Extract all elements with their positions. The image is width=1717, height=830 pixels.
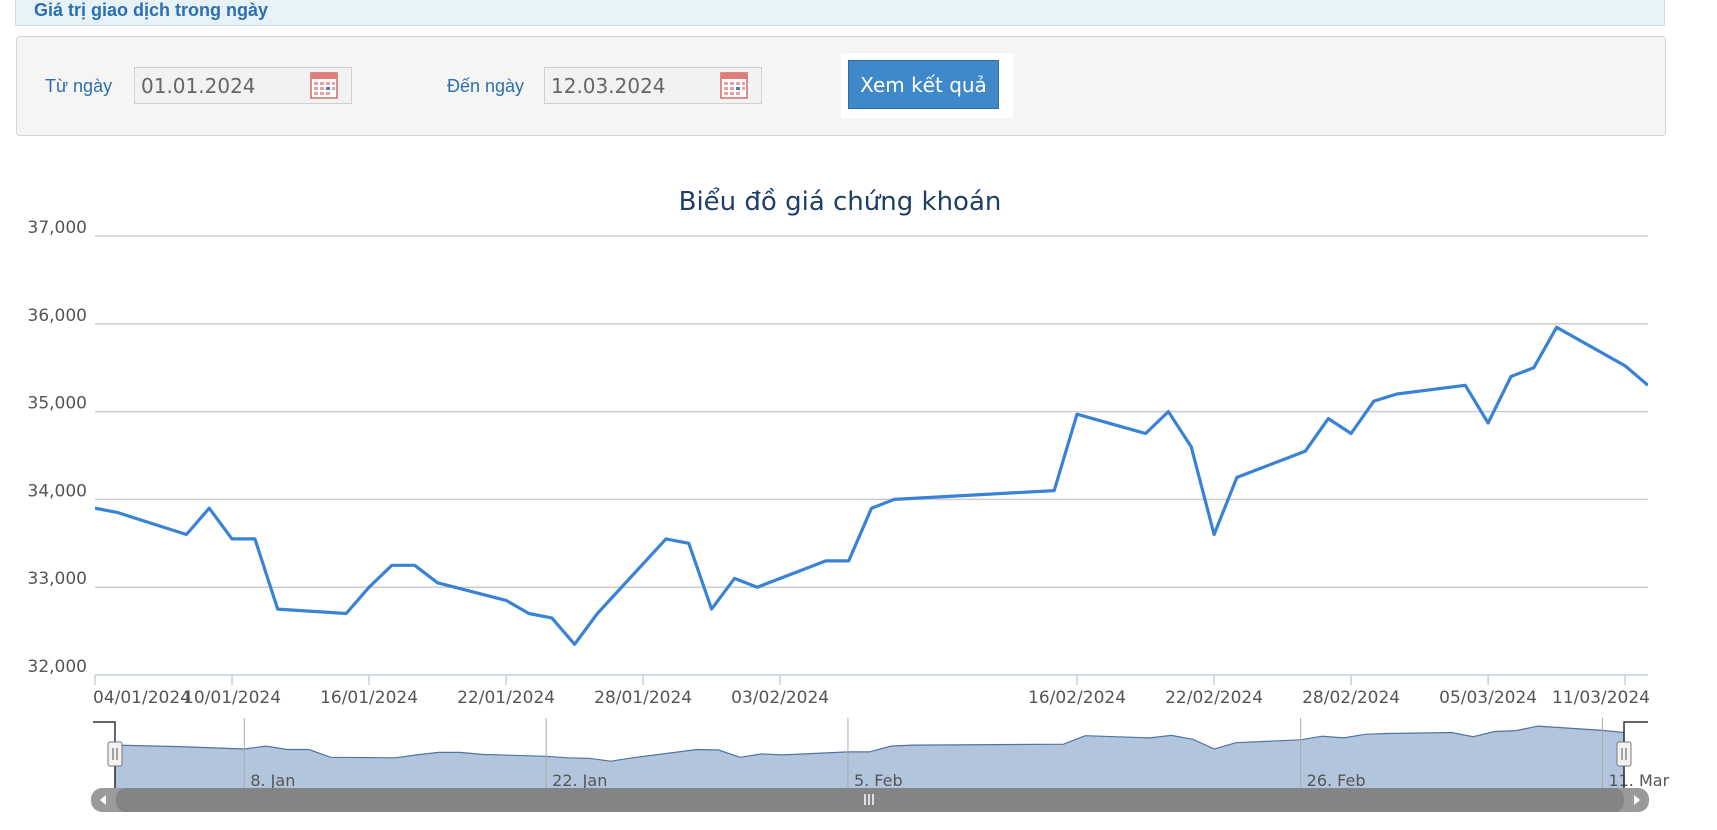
y-tick-label: 35,000 xyxy=(28,394,87,414)
from-date-field xyxy=(134,67,352,104)
y-tick-label: 34,000 xyxy=(28,481,87,501)
x-tick-label: 04/01/2024 xyxy=(93,688,191,708)
x-tick-label: 10/01/2024 xyxy=(183,688,281,708)
to-date-input[interactable] xyxy=(545,68,715,103)
y-axis: 32,000 33,000 34,000 35,000 36,000 37,000 xyxy=(28,218,87,677)
navigator-handle[interactable] xyxy=(107,741,123,767)
submit-button-wrapper: Xem kết quả xyxy=(841,53,1013,118)
to-date-field xyxy=(544,67,762,104)
navigator-handle[interactable] xyxy=(1616,741,1632,767)
y-tick-label: 37,000 xyxy=(28,218,87,238)
scrollbar-thumb[interactable] xyxy=(116,788,1624,812)
y-tick-label: 33,000 xyxy=(28,569,87,589)
y-tick-label: 36,000 xyxy=(28,306,87,326)
navigator-tick-label: 5. Feb xyxy=(854,771,903,790)
stock-price-chart: Biểu đồ giá chứng khoán 32,000 33,000 34,0… xyxy=(28,186,1670,812)
navigator-area xyxy=(114,725,1625,791)
y-tick-label: 32,000 xyxy=(28,657,87,677)
navigator-outline-right xyxy=(1623,721,1648,790)
x-tick-label: 16/01/2024 xyxy=(320,688,418,708)
view-results-button[interactable]: Xem kết quả xyxy=(848,60,999,109)
scroll-left-arrow-icon[interactable] xyxy=(100,795,106,805)
date-filter-panel: Từ ngày Đến ngày Xem kết xyxy=(16,36,1666,136)
navigator-tick-label: 26. Feb xyxy=(1307,771,1366,790)
section-header: Giá trị giao dịch trong ngày xyxy=(15,0,1665,26)
x-tick-label: 11/03/2024 xyxy=(1552,688,1650,708)
chart-gridlines xyxy=(95,235,1648,676)
price-series xyxy=(95,325,1648,646)
section-title: Giá trị giao dịch trong ngày xyxy=(34,0,269,20)
calendar-icon[interactable] xyxy=(310,72,338,99)
from-date-label: Từ ngày xyxy=(45,76,113,96)
x-tick-label: 05/03/2024 xyxy=(1439,688,1537,708)
range-navigator[interactable]: 8. Jan 22. Jan 5. Feb 26. Feb 11. Mar xyxy=(93,718,1670,791)
x-tick-label: 28/02/2024 xyxy=(1302,688,1400,708)
navigator-tick-label: 22. Jan xyxy=(552,771,607,790)
x-tick-label: 22/01/2024 xyxy=(457,688,555,708)
to-date-label: Đến ngày xyxy=(447,76,525,96)
chart-title: Biểu đồ giá chứng khoán xyxy=(679,186,1002,217)
x-tick-label: 28/01/2024 xyxy=(594,688,692,708)
scroll-right-arrow-icon[interactable] xyxy=(1634,795,1640,805)
range-scrollbar[interactable] xyxy=(91,788,1649,812)
navigator-tick-label: 8. Jan xyxy=(250,771,295,790)
x-tick-label: 16/02/2024 xyxy=(1028,688,1126,708)
x-tick-label: 03/02/2024 xyxy=(731,688,829,708)
navigator-tick-label: 11. Mar xyxy=(1608,771,1669,790)
calendar-icon[interactable] xyxy=(720,72,748,99)
from-date-input[interactable] xyxy=(135,68,305,103)
x-tick-label: 22/02/2024 xyxy=(1165,688,1263,708)
navigator-outline-left xyxy=(93,721,116,790)
price-line xyxy=(95,325,1648,646)
